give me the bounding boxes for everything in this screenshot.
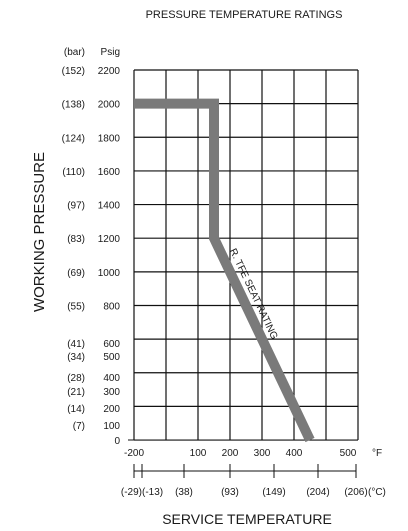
series-line [134, 98, 315, 443]
y-tick-psig: 1200 [98, 234, 121, 245]
x-unit-celsius: (°C) [368, 487, 386, 498]
y-tick-psig: 300 [103, 387, 120, 398]
x-tick-c: (-29)(-13) [121, 487, 163, 498]
chart-grid [128, 69, 359, 441]
x-tick-c: (204) [306, 487, 329, 498]
x-tick-f: -200 [124, 448, 144, 459]
y-tick-psig: 200 [103, 404, 120, 415]
y-tick-psig: 100 [103, 421, 120, 432]
y-tick-bar: (55) [67, 301, 85, 312]
y-tick-bar: (14) [67, 404, 85, 415]
y-tick-psig: 500 [103, 352, 120, 363]
x-axis-title: SERVICE TEMPERATURE [162, 511, 332, 527]
y-tick-bar: (97) [67, 201, 85, 212]
y-tick-bar: (7) [73, 421, 85, 432]
x-tick-c: (93) [221, 487, 239, 498]
x-tick-f: 500 [340, 448, 357, 459]
y-tick-psig: 1000 [98, 268, 121, 279]
x-tick-c: (206) [344, 487, 367, 498]
y-tick-psig: 400 [103, 373, 120, 384]
x-tick-f: 400 [286, 448, 303, 459]
y-tick-psig: 2000 [98, 100, 121, 111]
x-tick-f: 200 [222, 448, 239, 459]
x-unit-fahrenheit: °F [372, 448, 382, 459]
x-tick-c: (38) [175, 487, 193, 498]
y-tick-psig: 1600 [98, 167, 121, 178]
y-tick-bar: (34) [67, 352, 85, 363]
y-unit-psig: Psig [101, 47, 120, 58]
y-tick-labels: 2200(152)2000(138)1800(124)1600(110)1400… [62, 66, 121, 447]
series-layer [134, 98, 315, 443]
y-tick-psig: 2200 [98, 66, 121, 77]
y-tick-bar: (83) [67, 234, 85, 245]
y-tick-bar: (69) [67, 268, 85, 279]
x-tick-f: 100 [190, 448, 207, 459]
y-unit-bar: (bar) [64, 47, 85, 58]
y-tick-psig: 0 [114, 436, 120, 447]
y-tick-bar: (21) [67, 387, 85, 398]
y-tick-psig: 600 [103, 339, 120, 350]
y-tick-bar: (110) [62, 167, 85, 178]
y-tick-bar: (41) [67, 339, 85, 350]
y-tick-psig: 1400 [98, 201, 121, 212]
x-tick-c: (149) [262, 487, 285, 498]
y-tick-bar: (138) [62, 100, 85, 111]
y-tick-bar: (124) [62, 133, 85, 144]
y-tick-bar: (152) [62, 66, 85, 77]
x-tick-f: 300 [254, 448, 271, 459]
y-axis-title: WORKING PRESSURE [31, 152, 48, 312]
y-tick-psig: 1800 [98, 133, 121, 144]
y-tick-bar: (28) [67, 373, 85, 384]
y-tick-psig: 800 [103, 301, 120, 312]
chart-title: PRESSURE TEMPERATURE RATINGS [146, 9, 343, 21]
x-tick-labels: -200 100 200 300 400 500 (-29)(-13) (38) (93) (14… [121, 448, 368, 498]
